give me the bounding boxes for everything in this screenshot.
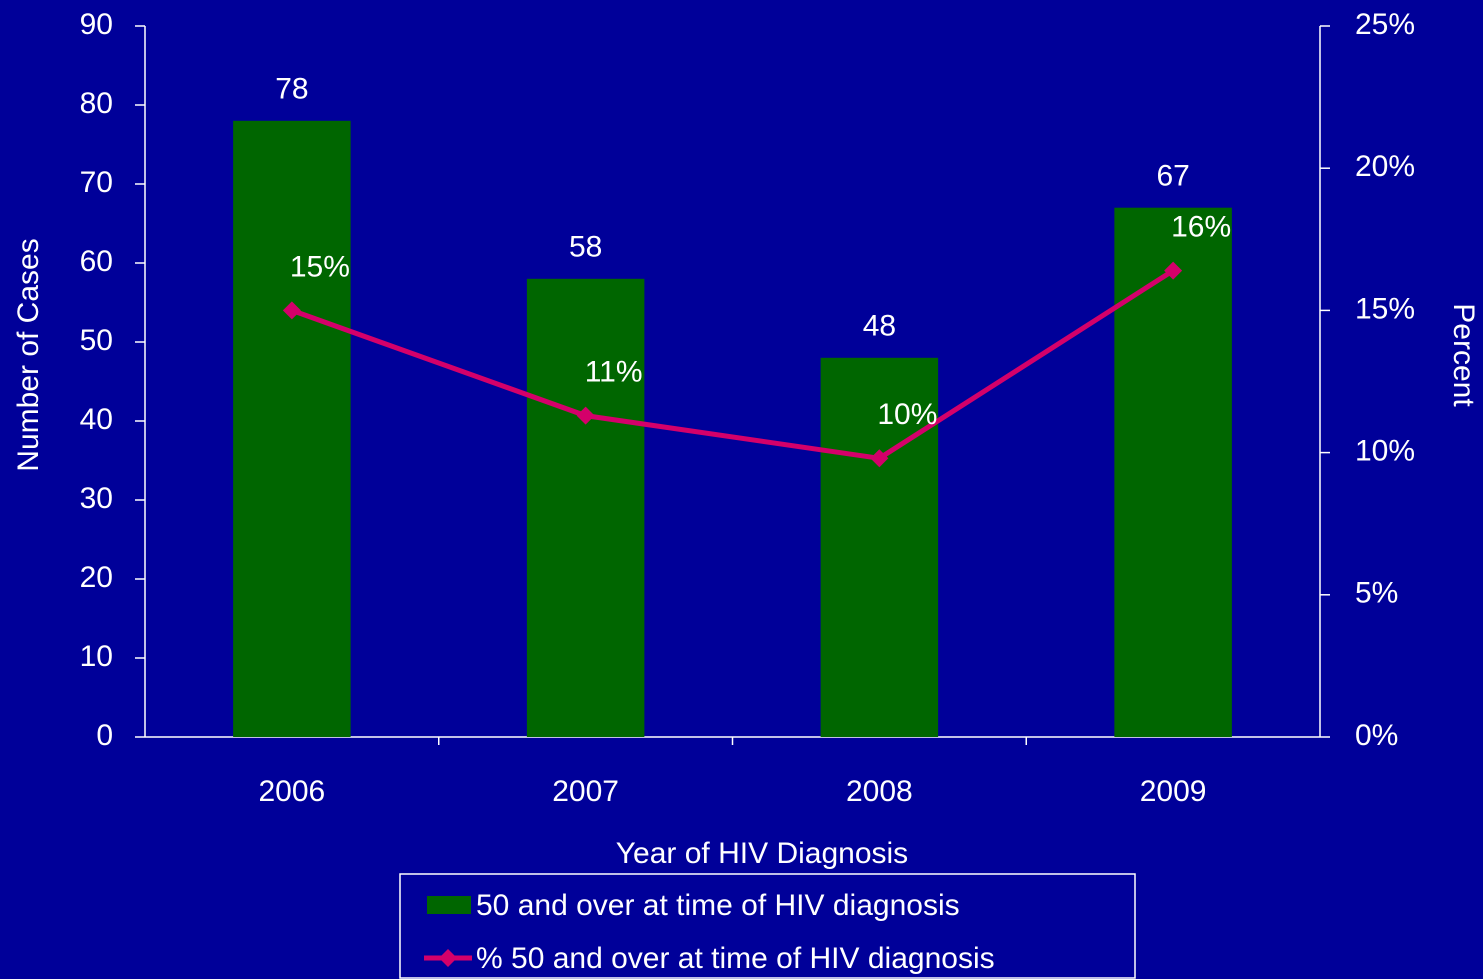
legend-swatch — [427, 896, 471, 914]
bar — [1114, 207, 1232, 737]
y-tick-label: 70 — [80, 166, 113, 199]
x-tick-label: 2006 — [259, 775, 326, 808]
bar-value-label: 48 — [863, 310, 896, 343]
legend-marker — [439, 949, 457, 967]
x-tick-label: 2008 — [846, 775, 913, 808]
legend-label: % 50 and over at time of HIV diagnosis — [476, 942, 995, 975]
y-tick-label: 50 — [80, 324, 113, 357]
bar-value-label: 58 — [569, 231, 602, 264]
legend-box — [399, 873, 1136, 979]
legend-label: 50 and over at time of HIV diagnosis — [476, 889, 960, 922]
x-tick-label: 2007 — [552, 775, 619, 808]
bar — [233, 120, 351, 738]
y-tick-label: 60 — [80, 245, 113, 278]
line-value-label: 11% — [585, 356, 643, 389]
y2-tick-label: 20% — [1355, 150, 1415, 183]
y-tick-label: 30 — [80, 482, 113, 515]
y2-tick-label: 10% — [1355, 435, 1415, 468]
bar-value-label: 78 — [275, 73, 308, 106]
y2-axis-title: Percent — [1447, 303, 1480, 407]
bar — [820, 357, 939, 737]
y2-tick-label: 25% — [1355, 8, 1415, 41]
y-tick-label: 10 — [80, 640, 113, 673]
line-marker — [870, 449, 889, 468]
line-value-label: 15% — [290, 250, 350, 283]
line-value-label: 10% — [877, 398, 937, 431]
y-tick-label: 0 — [96, 719, 113, 752]
line-marker — [282, 301, 301, 320]
line-marker — [1164, 261, 1183, 280]
x-axis-title: Year of HIV Diagnosis — [616, 837, 908, 870]
bar — [526, 278, 645, 737]
y-axis-title: Number of Cases — [12, 238, 45, 471]
line — [291, 268, 1175, 461]
y2-tick-label: 0% — [1355, 719, 1398, 752]
x-tick-label: 2009 — [1140, 775, 1207, 808]
y-tick-label: 80 — [80, 87, 113, 120]
y2-tick-label: 15% — [1355, 292, 1415, 325]
line-value-label: 16% — [1171, 211, 1231, 244]
y-tick-label: 90 — [80, 8, 113, 41]
bar-value-label: 67 — [1156, 160, 1189, 193]
line-marker — [576, 406, 595, 425]
y-tick-label: 40 — [80, 403, 113, 436]
y2-tick-label: 5% — [1355, 577, 1398, 610]
y-tick-label: 20 — [80, 561, 113, 594]
